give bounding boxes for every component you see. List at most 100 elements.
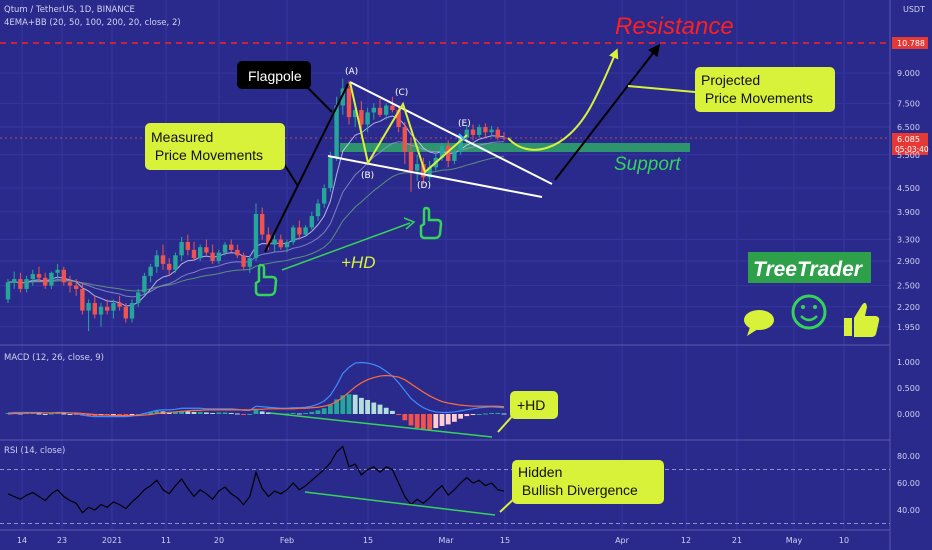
candle-body	[396, 110, 401, 128]
symbol-title: Qtum / TetherUS, 1D, BINANCE	[4, 5, 135, 15]
macd-histogram-bar	[433, 414, 439, 429]
macd-histogram-bar	[464, 414, 470, 417]
macd-histogram-bar	[123, 414, 129, 416]
time-tick-label: 11	[161, 536, 171, 545]
candle-body	[489, 129, 494, 133]
price-axis[interactable]: 10.788 6.085 05:03:40 9.000 7.500 6.500 5.5…	[892, 37, 929, 332]
rsi-divergence-callout-line1: Hidden	[518, 464, 562, 480]
macd-histogram-bar	[73, 414, 79, 415]
macd-histogram-bar	[191, 411, 197, 414]
candle-body	[67, 282, 73, 286]
time-axis[interactable]: 14 23 2021 11 20 Feb 15 Mar 15 Apr 12 21 May 10	[17, 536, 849, 545]
candle-body	[365, 112, 370, 125]
candle-body	[210, 252, 215, 261]
projected-callout-line2: Price Movements	[701, 90, 813, 106]
support-label: Support	[614, 154, 681, 175]
flagpole-callout-pointer	[304, 84, 333, 113]
candle-body	[334, 105, 339, 158]
support-zone[interactable]	[340, 143, 690, 152]
candle-body	[464, 129, 469, 138]
flagpole-callout	[237, 61, 311, 89]
macd-histogram-bar	[228, 412, 234, 414]
candle-body	[346, 88, 352, 118]
macd-axis: 1.000 0.500 0.000	[897, 358, 920, 419]
countdown-label: 05:03:40	[895, 145, 929, 154]
candle-body	[359, 110, 364, 125]
macd-hd-callout-text: +HD	[517, 397, 545, 413]
macd-histogram-bar	[86, 414, 91, 417]
candle-body	[421, 164, 426, 178]
candle-body	[297, 227, 302, 235]
candle-body	[452, 151, 457, 161]
candle-body	[247, 258, 252, 267]
candle-body	[272, 239, 277, 245]
candle-body	[353, 110, 358, 118]
rsi-axis: 80.00 60.00 40.00	[897, 452, 920, 515]
macd-histogram-bar	[241, 414, 246, 415]
time-tick-label: 15	[363, 536, 373, 545]
candle-body	[105, 306, 110, 311]
macd-histogram-bar	[359, 397, 364, 414]
price-tick-label: 4.500	[897, 184, 920, 193]
candle-body	[229, 244, 234, 250]
candle-body	[80, 288, 85, 311]
rsi-title: RSI (14, close)	[4, 446, 65, 456]
macd-title: MACD (12, 26, close, 9)	[4, 353, 104, 363]
candle-body	[160, 255, 166, 264]
flag-lower-trendline	[327, 155, 543, 198]
candle-body	[446, 145, 451, 161]
projected-flagpole-arrow	[554, 44, 661, 181]
wave-label-b: (B)	[361, 171, 374, 181]
candle-body	[43, 277, 48, 286]
macd-histogram-bar	[303, 412, 308, 414]
macd-histogram-bar	[390, 410, 395, 414]
macd-histogram-bar	[67, 414, 73, 415]
candle-body	[241, 255, 246, 267]
brand-text: TreeTrader	[753, 258, 864, 281]
time-tick-label: Feb	[280, 536, 294, 545]
price-tick-label: 2.200	[897, 303, 920, 312]
wave-label-e: (E)	[458, 119, 471, 129]
resistance-label: Resistance	[615, 13, 734, 40]
candle-body	[483, 127, 488, 133]
candle-body	[36, 274, 42, 278]
candle-body	[5, 282, 11, 300]
time-tick-label: 12	[681, 536, 691, 545]
rsi-divergence-line	[304, 491, 496, 516]
speech-bubble-icon	[744, 310, 774, 336]
hand-up-icon-right	[419, 206, 443, 240]
projected-curve	[507, 48, 619, 151]
macd-tick-label: 0.000	[897, 410, 920, 419]
candle-body	[477, 127, 482, 135]
candle-body	[154, 255, 159, 267]
macd-histogram-bar	[402, 414, 408, 421]
candle-body	[111, 303, 116, 311]
candle-body	[384, 105, 389, 115]
macd-histogram-bar	[334, 399, 339, 414]
macd-histogram-bar	[154, 410, 160, 414]
candle-body	[470, 129, 476, 135]
time-tick-label: 23	[57, 536, 67, 545]
rsi-divergence-callout-line2: Bullish Divergence	[518, 482, 638, 498]
time-tick-label: 15	[500, 536, 510, 545]
candle-body	[12, 279, 17, 283]
price-tick-label: 6.500	[897, 123, 920, 132]
candle-body	[390, 105, 395, 111]
measured-callout	[145, 123, 285, 170]
macd-histogram-bar	[495, 412, 501, 414]
candle-body	[402, 127, 407, 152]
candle-body	[167, 263, 172, 270]
macd-histogram-bar	[36, 413, 42, 415]
wave-label-c: (C)	[395, 88, 408, 98]
brand-badge	[748, 252, 871, 283]
candle-body	[148, 266, 153, 276]
price-tick-label: 9.000	[897, 69, 920, 78]
macd-histogram-bar	[476, 414, 482, 415]
macd-histogram-bar	[421, 414, 426, 430]
time-tick-label: 21	[732, 536, 742, 545]
macd-histogram-bar	[148, 411, 153, 414]
candle-body	[216, 252, 221, 261]
candle-body	[18, 279, 23, 289]
macd-histogram-bar	[396, 414, 401, 416]
